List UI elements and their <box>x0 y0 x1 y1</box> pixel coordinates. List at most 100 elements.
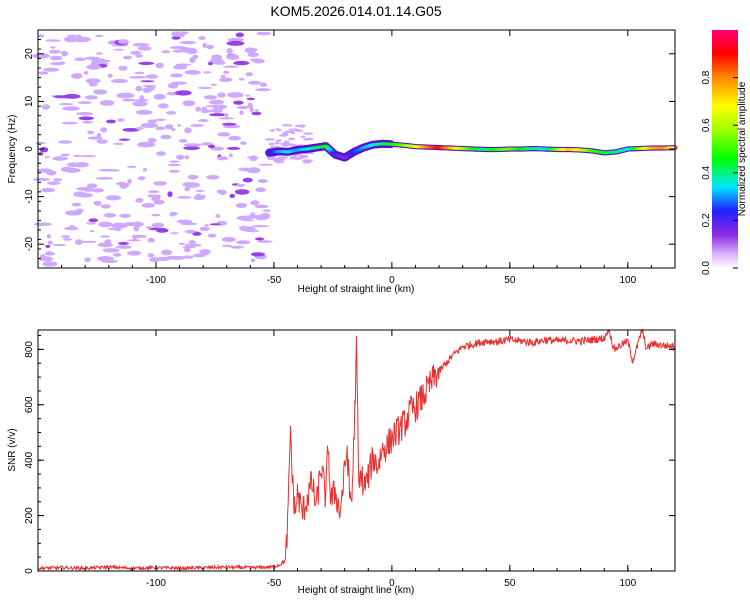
spectrogram-noise-blob <box>111 44 130 47</box>
spectrogram-noise-blob <box>141 203 155 208</box>
spectrogram-noise-blob <box>173 64 188 70</box>
spectrogram-noise-blob <box>202 111 208 114</box>
spectrogram-noise-blob <box>202 42 207 49</box>
spectrogram-noise <box>32 31 315 267</box>
spectrogram-noise-blob <box>126 165 137 168</box>
spectrogram-noise-blob <box>147 119 157 124</box>
spectrogram-noise-blob <box>142 87 152 93</box>
spectrogram-noise-blob <box>300 135 306 139</box>
spectrogram-noise-blob <box>279 142 292 145</box>
spectrogram-noise-blob <box>85 95 98 100</box>
spectrogram-noise-blob <box>236 183 246 187</box>
x-tick-label: -50 <box>267 578 282 589</box>
spectrogram-noise-blob <box>257 240 273 243</box>
spectrogram-noise-blob <box>176 154 185 160</box>
spectrogram-noise-blob <box>60 50 69 57</box>
spectrogram-noise-blob <box>39 256 53 262</box>
spectrogram-noise-blob <box>155 126 166 131</box>
spectrogram-noise-blob <box>246 97 255 101</box>
spectrogram-noise-blob <box>294 124 306 128</box>
spectrogram-noise-blob <box>151 222 165 228</box>
spectrogram-noise-blob <box>148 227 163 231</box>
spectrogram-noise-blob <box>117 118 125 122</box>
spectrogram-noise-blob <box>176 219 193 224</box>
spectrogram-noise-blob <box>303 132 314 135</box>
spectrogram-noise-blob <box>228 153 233 158</box>
spectrogram-noise-blob <box>107 227 122 231</box>
spectrogram-noise-blob <box>248 80 261 85</box>
spectrogram-noise-blob <box>97 242 114 248</box>
spectrogram-noise-blob <box>223 65 239 68</box>
spectrogram-noise-blob <box>47 181 61 186</box>
spectrogram-noise-blob <box>77 101 92 104</box>
spectrogram-y-label: Frequency (Hz) <box>7 115 18 184</box>
spectrogram-noise-blob <box>160 134 172 140</box>
spectrogram-noise-blob <box>160 50 171 54</box>
spectrogram-noise-blob <box>146 74 158 79</box>
x-tick-label: 50 <box>504 578 516 589</box>
spectrogram-noise-blob <box>167 163 181 167</box>
y-tick-label: 0 <box>24 568 35 574</box>
spectrogram-noise-blob <box>160 249 173 256</box>
spectrogram-noise-blob <box>233 60 250 66</box>
spectrogram-noise-blob <box>250 258 256 263</box>
spectrogram-noise-blob <box>127 178 132 184</box>
spectrogram-noise-blob <box>147 253 155 258</box>
spectrogram-noise-blob <box>103 213 117 218</box>
spectrogram-noise-blob <box>98 221 113 228</box>
spectrogram-noise-blob <box>126 239 141 242</box>
spectrogram-noise-blob <box>135 127 144 130</box>
spectrogram-noise-blob <box>262 209 271 212</box>
x-tick-label: 0 <box>389 275 395 286</box>
spectrogram-noise-blob <box>218 117 235 120</box>
spectrogram-noise-blob <box>86 222 96 225</box>
spectrogram-noise-blob <box>41 104 51 110</box>
spectrogram-noise-blob <box>49 55 63 61</box>
spectrogram-noise-blob <box>135 198 144 203</box>
spectrogram-noise-blob <box>74 57 86 62</box>
spectrogram-noise-blob <box>211 54 223 61</box>
spectrogram-noise-blob <box>95 59 111 63</box>
spectrogram-noise-blob <box>121 98 137 102</box>
spectrogram-noise-blob <box>207 233 217 238</box>
spectrogram-noise-blob <box>147 237 155 243</box>
spectrogram-noise-blob <box>40 188 56 193</box>
spectrogram-noise-blob <box>118 138 130 141</box>
spectrogram-noise-blob <box>84 257 91 263</box>
spectrogram-noise-blob <box>138 61 155 65</box>
spectrogram-noise-blob <box>176 124 182 127</box>
spectrogram-noise-blob <box>152 195 161 201</box>
spectrogram-noise-blob <box>137 46 152 51</box>
spectrogram-noise-blob <box>148 194 153 197</box>
colorbar-tick-label: 0.8 <box>701 70 712 84</box>
spectrogram-noise-blob <box>230 245 244 249</box>
snr-y-ticks: 0 200 400 600 800 <box>24 335 675 574</box>
spectrogram-noise-blob <box>259 82 268 87</box>
colorbar-tick-label: 0.4 <box>701 165 712 179</box>
spectrogram-noise-blob <box>39 147 49 153</box>
spectrogram-noise-blob <box>169 160 180 163</box>
snr-x-ticks: -100 -50 0 50 100 <box>37 330 676 589</box>
spectrogram-noise-blob <box>180 40 197 45</box>
spectrogram-noise-blob <box>52 156 69 161</box>
spectrogram-noise-blob <box>156 151 166 156</box>
colorbar-tick-label: 0.6 <box>701 118 712 132</box>
spectrogram-noise-blob <box>221 122 237 126</box>
spectrogram-noise-blob <box>192 54 199 59</box>
y-tick-label: 20 <box>24 48 35 60</box>
spectrogram-noise-blob <box>48 49 61 54</box>
spectrogram-noise-blob <box>43 67 60 72</box>
spectrogram-noise-blob <box>258 163 274 166</box>
spectrogram-noise-blob <box>70 73 83 79</box>
spectrogram-noise-blob <box>52 243 67 247</box>
spectrogram-noise-blob <box>169 46 187 49</box>
spectrogram-noise-blob <box>178 139 188 143</box>
spectrogram-noise-blob <box>217 92 226 98</box>
spectrogram-noise-blob <box>199 249 212 254</box>
spectrogram-noise-blob <box>226 40 245 46</box>
spectrogram-noise-blob <box>147 138 157 143</box>
spectrogram-noise-blob <box>170 73 183 78</box>
spectrogram-noise-blob <box>50 46 56 49</box>
spectrogram-noise-blob <box>247 102 253 109</box>
snr-panel: -100 -50 0 50 100 0 200 400 600 800 Height of st… <box>7 328 676 596</box>
